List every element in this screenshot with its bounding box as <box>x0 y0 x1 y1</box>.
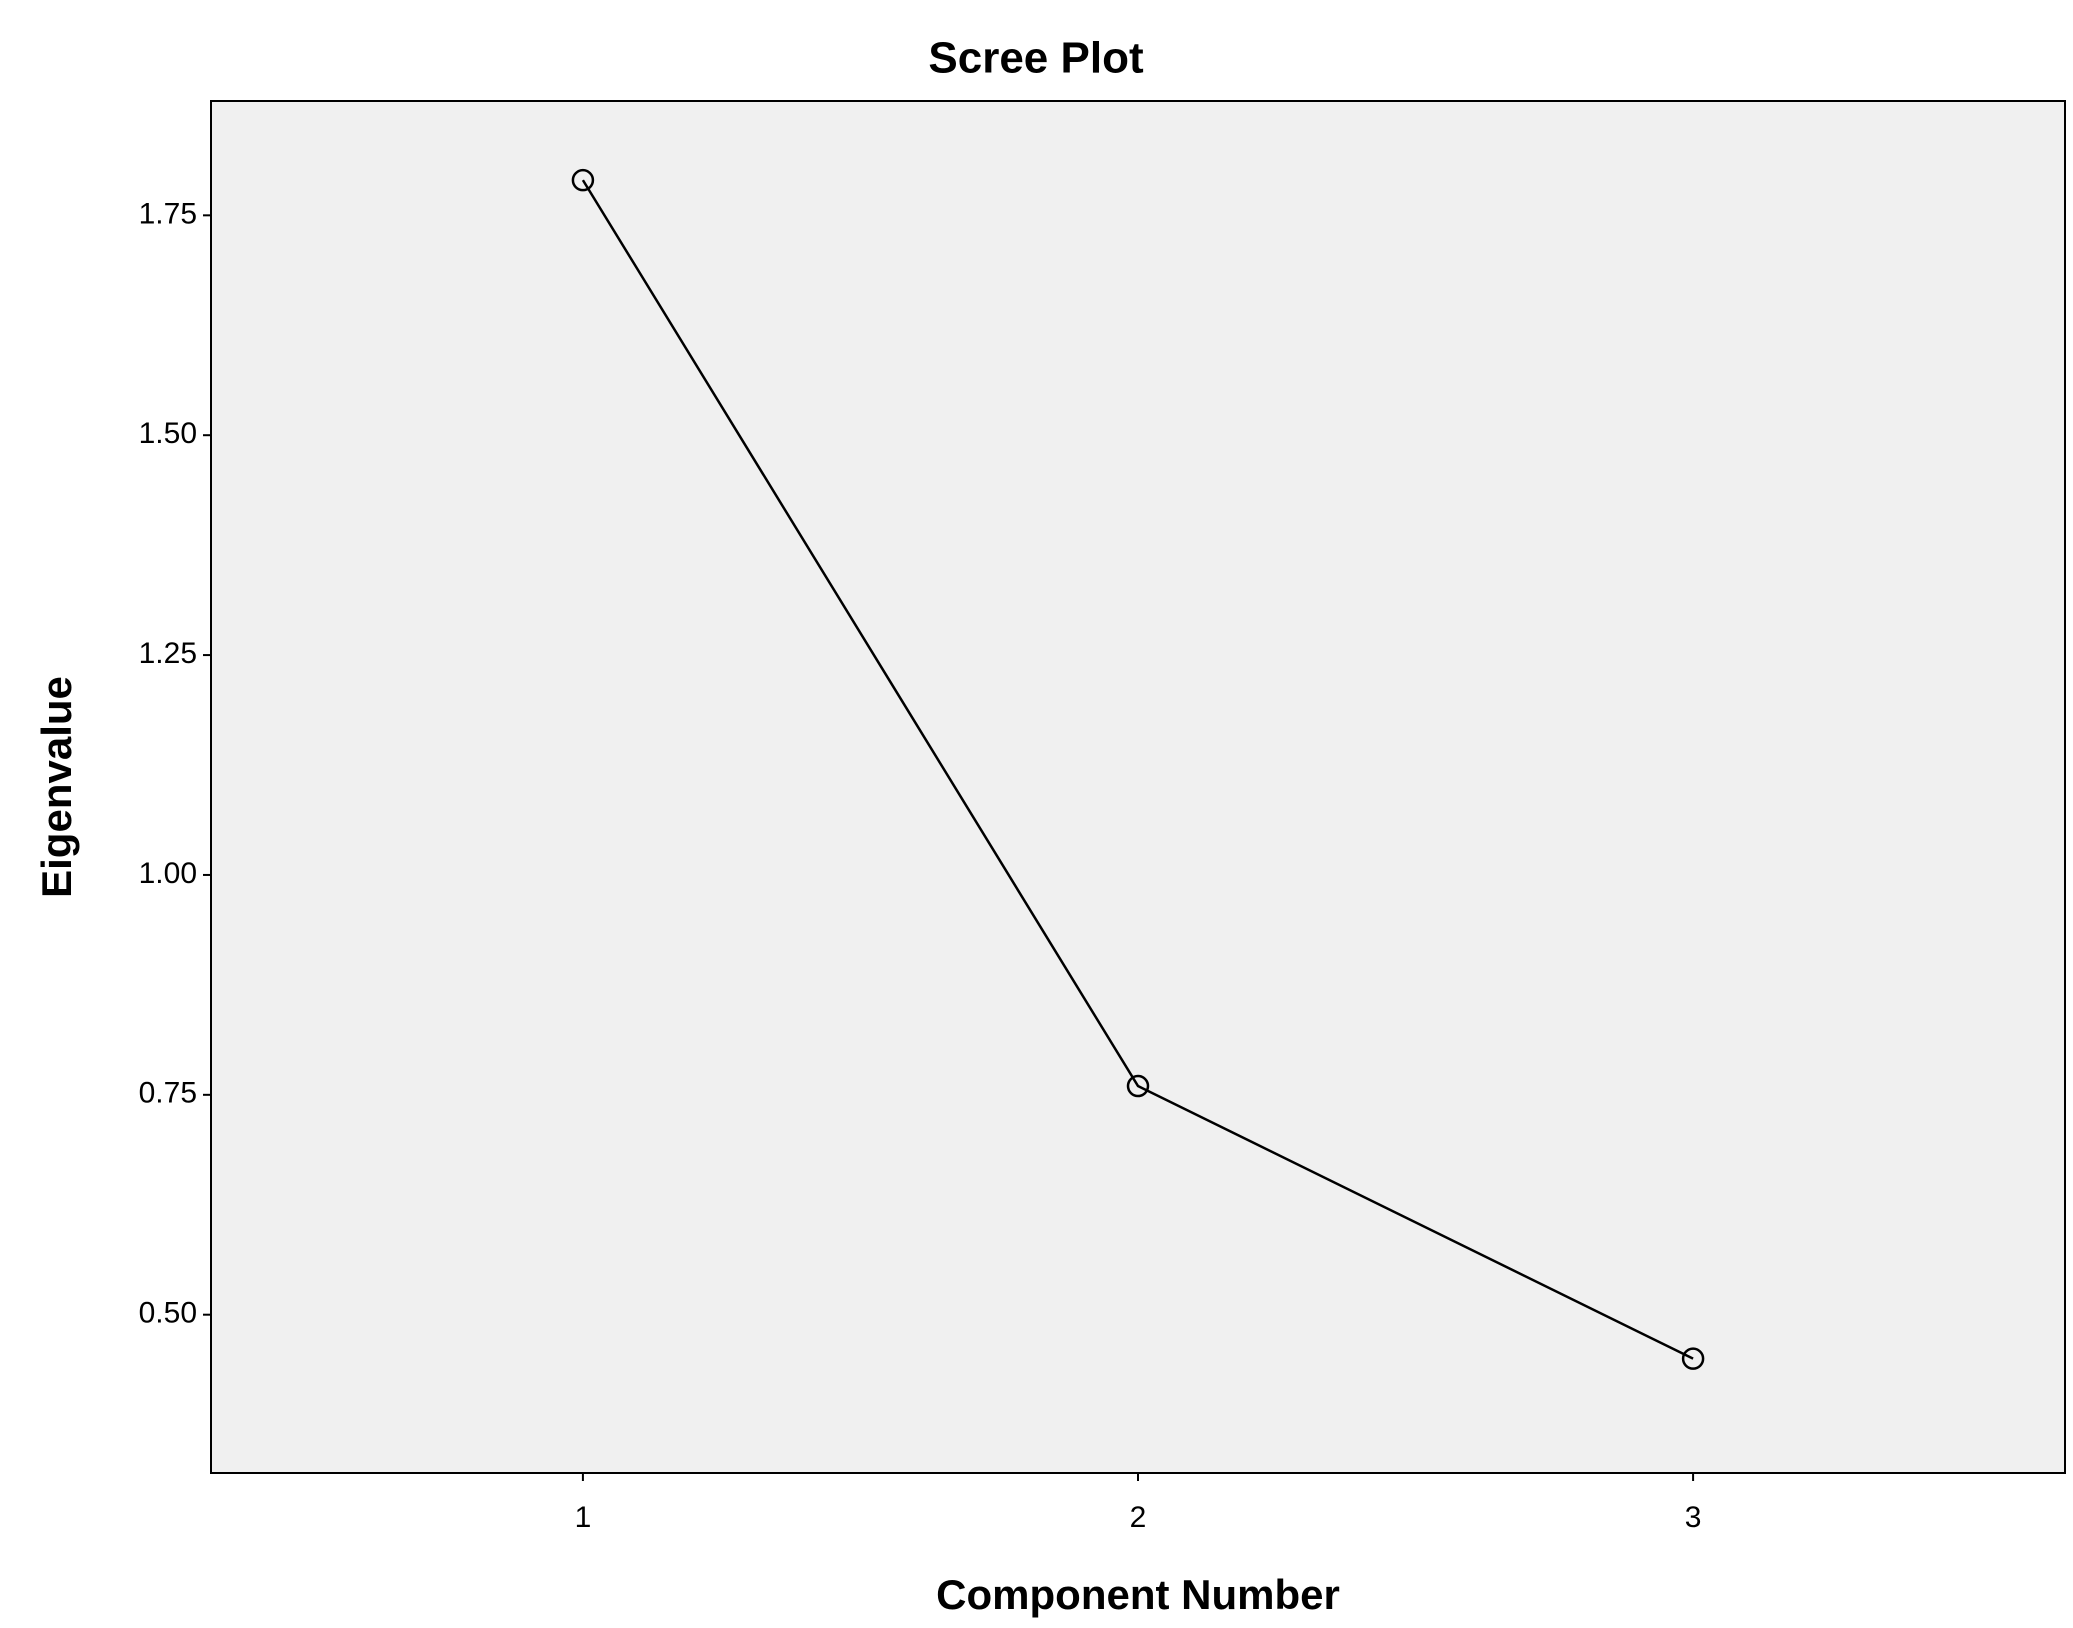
line <box>581 179 1694 1360</box>
y-tick-label: 1.25 <box>139 637 197 670</box>
y-tick-label: 1.00 <box>139 857 197 890</box>
y-tick-label: 1.75 <box>139 197 197 230</box>
point <box>571 168 595 192</box>
y-axis-title: Eigenvalue <box>33 676 80 898</box>
x-tick-label: 1 <box>575 1501 592 1534</box>
point <box>1681 1347 1705 1370</box>
x-tick-label: 2 <box>1130 1501 1147 1534</box>
plot-area <box>210 100 2066 1474</box>
x-tick-label: 3 <box>1685 1501 1702 1534</box>
point <box>1126 1074 1150 1098</box>
y-tick-label: 0.75 <box>139 1077 197 1110</box>
y-tick-label: 0.50 <box>139 1297 197 1330</box>
chart-title: Scree Plot <box>928 34 1144 83</box>
x-axis-title: Component Number <box>936 1571 1340 1618</box>
y-tick-label: 1.50 <box>139 417 197 450</box>
